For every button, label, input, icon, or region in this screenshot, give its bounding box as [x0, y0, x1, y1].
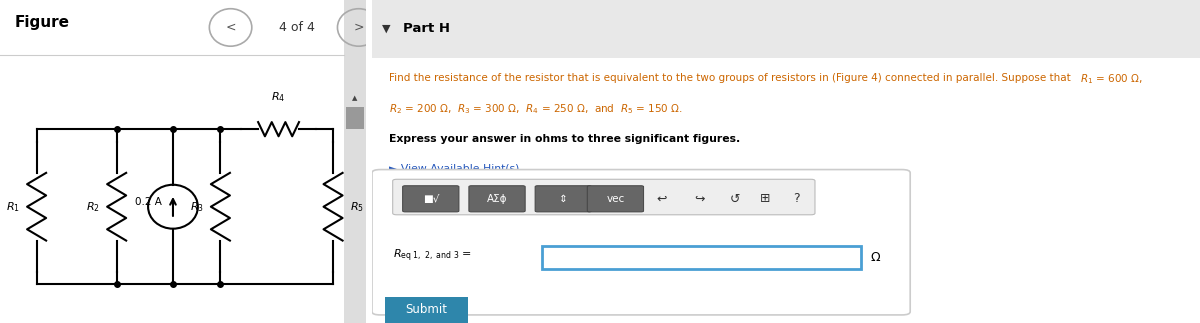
- Text: >: >: [354, 21, 364, 34]
- Text: vec: vec: [606, 194, 624, 204]
- Text: 4 of 4: 4 of 4: [278, 21, 314, 34]
- Text: ■√: ■√: [422, 194, 439, 204]
- Text: ► View Available Hint(s): ► View Available Hint(s): [389, 163, 518, 173]
- Text: ⇕: ⇕: [559, 194, 568, 204]
- Text: ↺: ↺: [730, 193, 740, 205]
- Text: Part H: Part H: [403, 22, 450, 35]
- FancyBboxPatch shape: [372, 58, 1200, 323]
- Text: Ω: Ω: [870, 251, 880, 264]
- Text: ▼: ▼: [382, 24, 390, 33]
- FancyBboxPatch shape: [392, 179, 815, 215]
- Text: Find the resistance of the resistor that is equivalent to the two groups of resi: Find the resistance of the resistor that…: [389, 73, 1080, 83]
- FancyBboxPatch shape: [403, 186, 458, 212]
- Text: Express your answer in ohms to three significant figures.: Express your answer in ohms to three sig…: [389, 134, 740, 144]
- Text: AΣϕ: AΣϕ: [487, 194, 508, 204]
- Text: ▲: ▲: [353, 96, 358, 101]
- Text: ?: ?: [793, 193, 799, 205]
- Text: ⊞: ⊞: [760, 193, 770, 205]
- Text: $R_{\rm eq\ 1,\ 2,\ and\ 3}$ =: $R_{\rm eq\ 1,\ 2,\ and\ 3}$ =: [392, 248, 472, 264]
- FancyBboxPatch shape: [587, 186, 643, 212]
- Text: 0.2 A: 0.2 A: [134, 197, 162, 207]
- Text: ↪: ↪: [694, 193, 704, 205]
- Text: $R_5$: $R_5$: [350, 200, 364, 214]
- Text: $R_2$ = 200 $\Omega$,  $R_3$ = 300 $\Omega$,  $R_4$ = 250 $\Omega$,  and  $R_5$ : $R_2$ = 200 $\Omega$, $R_3$ = 300 $\Omeg…: [389, 102, 683, 116]
- Text: ↩: ↩: [656, 193, 667, 205]
- Text: $R_1$: $R_1$: [6, 200, 19, 214]
- FancyBboxPatch shape: [372, 0, 1200, 58]
- Text: $R_4$: $R_4$: [271, 90, 286, 104]
- FancyBboxPatch shape: [541, 246, 860, 269]
- FancyBboxPatch shape: [372, 170, 911, 315]
- Text: Submit: Submit: [406, 303, 448, 317]
- FancyBboxPatch shape: [385, 297, 468, 323]
- FancyBboxPatch shape: [469, 186, 526, 212]
- FancyBboxPatch shape: [344, 0, 366, 323]
- FancyBboxPatch shape: [535, 186, 592, 212]
- Text: Figure: Figure: [14, 15, 70, 30]
- Text: <: <: [226, 21, 236, 34]
- Text: $R_2$: $R_2$: [86, 200, 100, 214]
- FancyBboxPatch shape: [346, 107, 364, 129]
- Text: $R_3$: $R_3$: [190, 200, 204, 214]
- Text: $R_1$ = 600 Ω,: $R_1$ = 600 Ω,: [1080, 73, 1142, 87]
